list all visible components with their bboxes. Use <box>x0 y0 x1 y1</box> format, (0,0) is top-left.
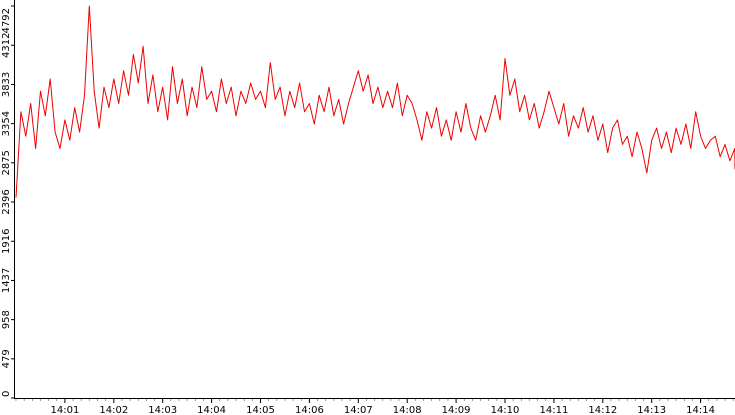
x-tick-label: 14:02 <box>99 405 128 415</box>
x-tick-label: 14:05 <box>246 405 275 415</box>
y-tick-label: 1437 <box>1 268 12 293</box>
x-tick-label: 14:13 <box>637 405 666 415</box>
y-tick-label: 4792 <box>1 8 12 33</box>
y-tick-label: 4312 <box>1 33 12 58</box>
x-tick-label: 14:11 <box>539 405 568 415</box>
data-series-line <box>15 5 735 198</box>
y-tick-label: 2875 <box>1 150 12 175</box>
y-tick-label: 0 <box>1 391 12 397</box>
y-tick-label: 2396 <box>1 189 12 214</box>
x-tick-label: 14:12 <box>588 405 617 415</box>
x-tick-label: 14:10 <box>491 405 520 415</box>
x-axis-ticks: 14:01 14:02 14:03 14:04 14:05 14:06 14:07 14:08… <box>50 398 715 415</box>
x-tick-label: 14:01 <box>50 405 79 415</box>
x-tick-label: 14:08 <box>393 405 422 415</box>
y-tick-label: 3833 <box>1 72 12 97</box>
y-tick-label: 1916 <box>1 229 12 254</box>
x-tick-label: 14:04 <box>197 405 226 415</box>
y-tick-label: 958 <box>1 310 12 329</box>
x-tick-label: 14:14 <box>686 405 715 415</box>
x-tick-label: 14:09 <box>442 405 471 415</box>
x-tick-label: 14:03 <box>148 405 177 415</box>
x-tick-label: 14:07 <box>344 405 373 415</box>
y-tick-label: 3354 <box>1 111 12 136</box>
x-tick-label: 14:06 <box>295 405 324 415</box>
y-tick-label: 479 <box>1 349 12 368</box>
